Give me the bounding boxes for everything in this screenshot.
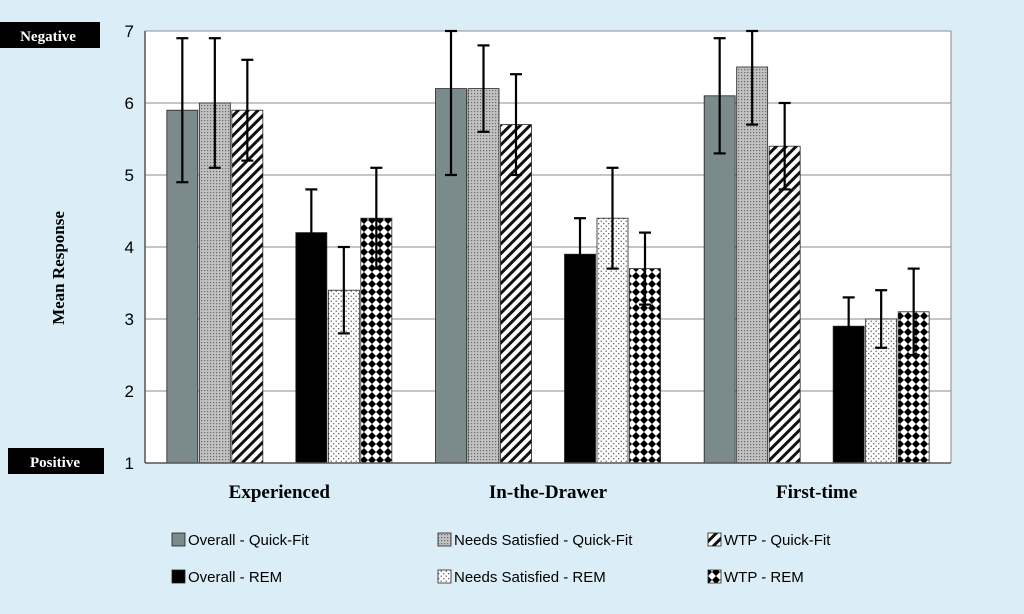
- legend-swatch: [171, 569, 186, 584]
- x-category-label: First-time: [776, 482, 857, 503]
- negative-badge: Negative: [0, 22, 100, 48]
- bar: [467, 88, 500, 464]
- negative-label: Negative: [20, 29, 76, 45]
- legend: Overall - Quick-Fit Needs Satisfied - Qui…: [171, 532, 831, 586]
- y-tick-label: 3: [125, 310, 134, 329]
- bar: [231, 109, 264, 464]
- bar: [736, 66, 769, 464]
- y-tick-label: 5: [125, 166, 134, 185]
- positive-badge: Positive: [8, 448, 104, 474]
- bar: [768, 145, 801, 464]
- y-tick-labels: 1 2 3 4 5 6 7: [125, 22, 134, 473]
- legend-swatch: [707, 569, 722, 584]
- legend-item: Overall - Quick-Fit: [171, 532, 310, 549]
- x-category-labels: Experienced In-the-Drawer First-time: [229, 482, 858, 503]
- legend-swatch: [437, 569, 452, 584]
- legend-swatch: [707, 532, 722, 547]
- positive-label: Positive: [30, 455, 80, 471]
- legend-item: WTP - REM: [707, 569, 804, 586]
- legend-label: Overall - REM: [188, 569, 282, 586]
- y-tick-label: 1: [125, 454, 134, 473]
- gridlines: [145, 30, 951, 392]
- legend-swatch: [171, 532, 186, 547]
- axes: [144, 31, 952, 464]
- bar: [703, 95, 736, 464]
- y-tick-label: 7: [125, 22, 134, 41]
- legend-item: Overall - REM: [171, 569, 282, 586]
- legend-label: Needs Satisfied - REM: [454, 569, 606, 586]
- legend-item: Needs Satisfied - REM: [437, 569, 606, 586]
- legend-item: WTP - Quick-Fit: [707, 532, 831, 549]
- bars: [166, 66, 930, 464]
- error-bars: [176, 29, 920, 357]
- y-tick-label: 6: [125, 94, 134, 113]
- y-axis-title: Mean Response: [49, 211, 68, 325]
- x-category-label: Experienced: [229, 482, 331, 503]
- x-category-label: In-the-Drawer: [489, 482, 608, 503]
- legend-swatch: [437, 532, 452, 547]
- bar: [629, 268, 661, 464]
- legend-label: WTP - REM: [724, 569, 804, 586]
- legend-label: Overall - Quick-Fit: [188, 532, 310, 549]
- y-tick-label: 2: [125, 382, 134, 401]
- legend-label: WTP - Quick-Fit: [724, 532, 831, 549]
- y-tick-label: 4: [125, 238, 134, 257]
- legend-label: Needs Satisfied - Quick-Fit: [454, 532, 633, 549]
- bar: [500, 124, 532, 464]
- legend-item: Needs Satisfied - Quick-Fit: [437, 532, 633, 549]
